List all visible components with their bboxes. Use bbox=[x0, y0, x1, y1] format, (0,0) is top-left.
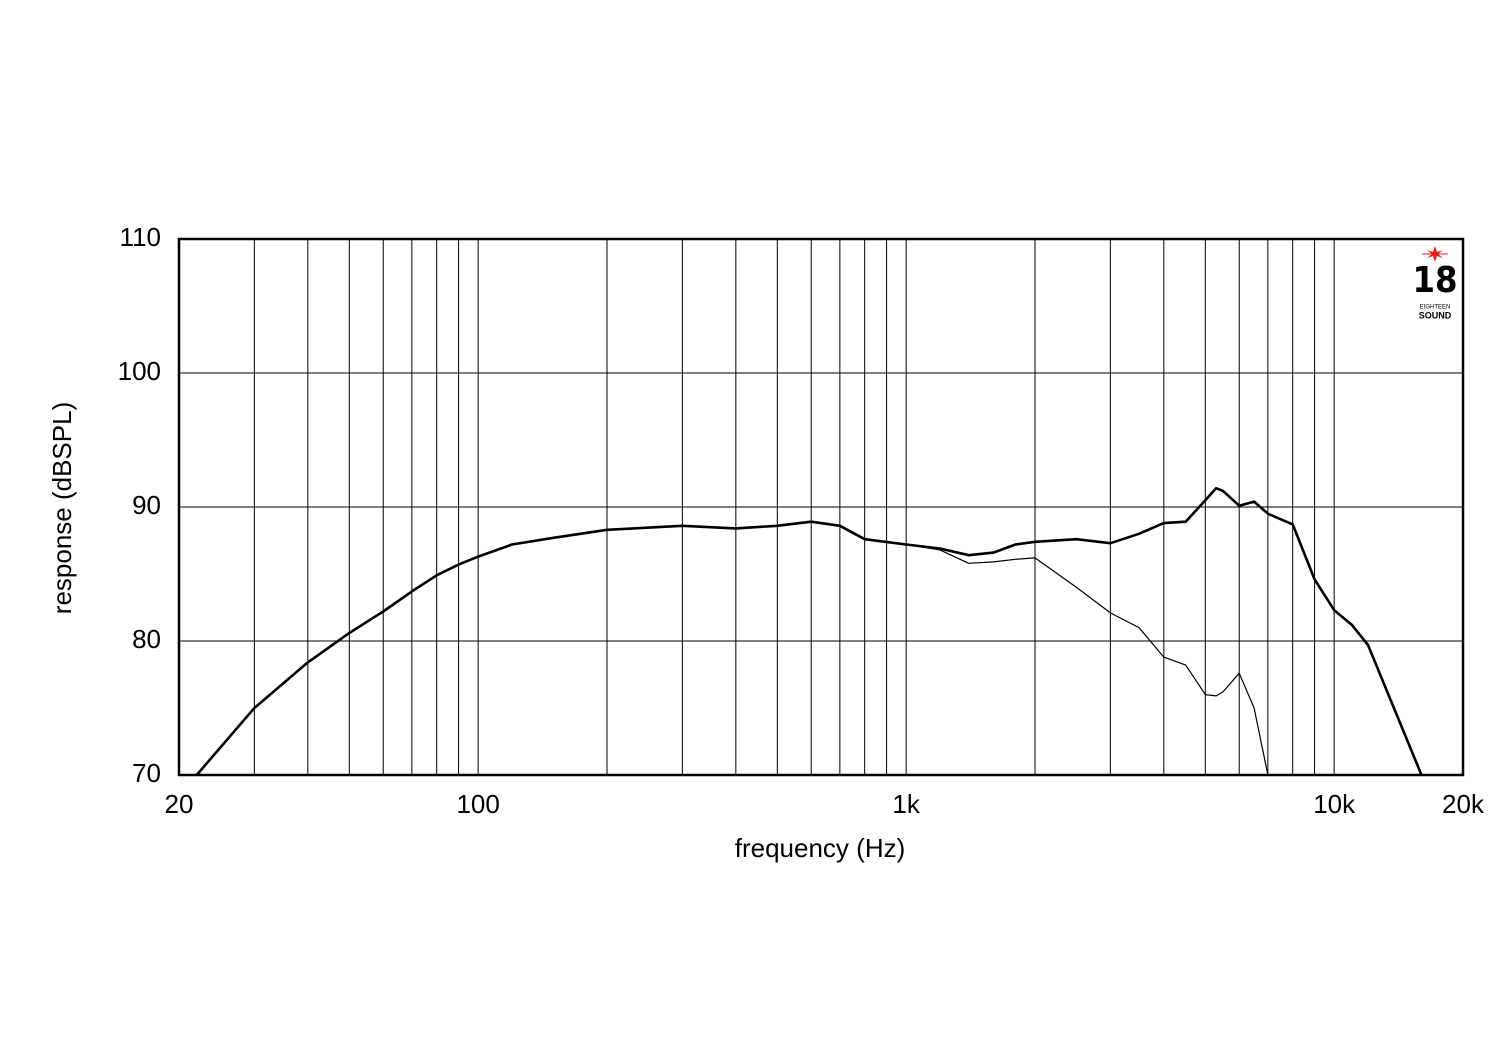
plot-lines bbox=[195, 486, 1423, 775]
logo: 18 EIGHTEEN SOUND bbox=[1412, 246, 1458, 320]
logo-number: 18 bbox=[1412, 260, 1457, 301]
response-line bbox=[195, 486, 1423, 775]
x-axis-label: frequency (Hz) bbox=[735, 833, 906, 863]
x-tick-label: 20 bbox=[165, 789, 194, 819]
y-tick-label: 90 bbox=[132, 490, 161, 520]
x-tick-label: 10k bbox=[1313, 789, 1356, 819]
plot-frame bbox=[177, 237, 1465, 777]
logo-line1: EIGHTEEN bbox=[1420, 305, 1451, 311]
x-tick-label: 1k bbox=[892, 789, 920, 819]
y-tick-label: 100 bbox=[118, 356, 161, 386]
x-tick-label: 100 bbox=[456, 789, 499, 819]
y-tick-label: 70 bbox=[132, 758, 161, 788]
y-tick-label: 110 bbox=[120, 222, 161, 252]
y-tick-label: 80 bbox=[132, 624, 161, 654]
x-tick-label: 20k bbox=[1442, 789, 1485, 819]
logo-line2: SOUND bbox=[1419, 310, 1452, 320]
y-axis-label: response (dBSPL) bbox=[47, 402, 77, 614]
response-line bbox=[905, 543, 1269, 775]
